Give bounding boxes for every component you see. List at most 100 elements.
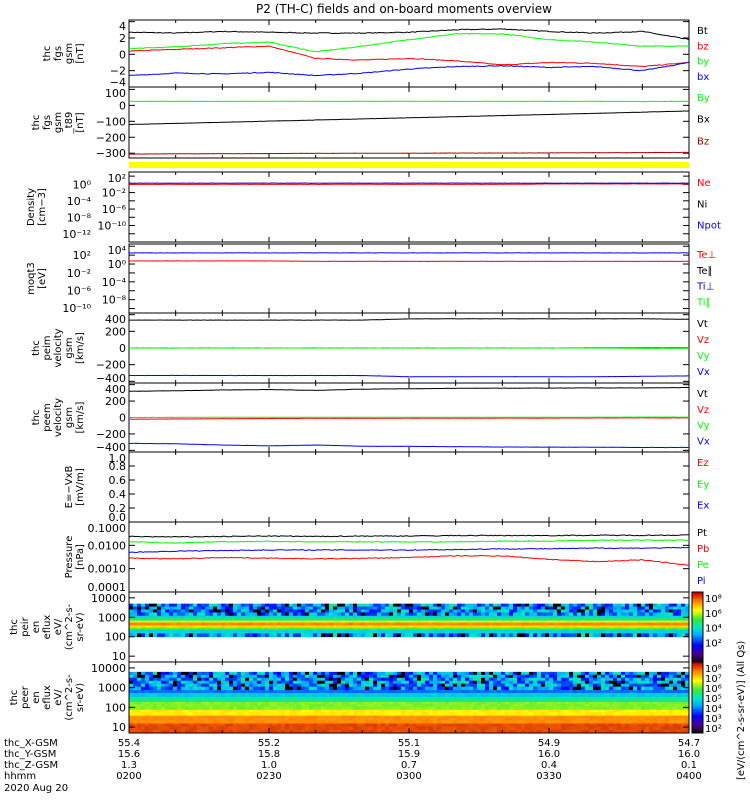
y-axis-label: thc [9, 619, 20, 635]
spectrogram-cell [441, 715, 446, 719]
spectrogram-cell [565, 717, 570, 721]
spectrogram-cell [389, 620, 394, 623]
spectrogram-cell [313, 683, 318, 688]
spectrogram-cell [209, 726, 214, 731]
spectrogram-cell [225, 612, 230, 616]
spectrogram-cell [153, 625, 158, 628]
spectrogram-cell [569, 620, 574, 623]
spectrogram-cell [429, 698, 434, 702]
spectrogram-cell [177, 632, 182, 638]
spectrogram-cell [565, 715, 570, 719]
spectrogram-cell [201, 609, 206, 613]
spectrogram-cell [265, 704, 270, 708]
colorbar-segment [692, 639, 703, 642]
spectrogram-cell [373, 696, 378, 700]
spectrogram-cell [589, 625, 594, 628]
spectrogram-cell [641, 625, 646, 628]
spectrogram-cell [433, 723, 438, 727]
spectrogram-cell [681, 726, 686, 731]
spectrogram-cell [465, 726, 470, 731]
spectrogram-cell [369, 729, 374, 734]
y-tick-label: 0.1000 [88, 522, 127, 535]
spectrogram-cell [165, 615, 170, 618]
spectrogram-cell [685, 712, 690, 716]
spectrogram-cell [233, 609, 238, 613]
series-line-Vy [129, 416, 689, 419]
spectrogram-cell [245, 723, 250, 727]
spectrogram-cell [609, 717, 614, 721]
spectrogram-cell [177, 677, 182, 682]
spectrogram-cell [321, 696, 326, 700]
spectrogram-cell [181, 620, 186, 623]
spectrogram-cell [557, 706, 562, 710]
spectrogram-cell [453, 606, 458, 610]
spectrogram-cell [205, 726, 210, 731]
spectrogram-cell [301, 717, 306, 721]
spectrogram-cell [585, 628, 590, 634]
spectrogram-cell [141, 689, 146, 693]
spectrogram-cell [425, 704, 430, 708]
spectrogram-cell [129, 677, 134, 682]
spectrogram-cell [173, 692, 178, 697]
spectrogram-cell [165, 627, 170, 630]
spectrogram-cell [437, 698, 442, 702]
spectrogram-cell [525, 680, 530, 685]
series-line-Ne [129, 183, 690, 186]
spectrogram-cell [341, 715, 346, 719]
spectrogram-cell [605, 704, 610, 708]
spectrogram-cell [393, 709, 398, 713]
y-tick-label: 10 [112, 650, 126, 663]
spectrogram-cell [501, 680, 506, 685]
spectrogram-cell [321, 709, 326, 713]
spectrogram-cell [481, 712, 486, 716]
spectrogram-cell [337, 606, 342, 610]
spectrogram-cell [373, 723, 378, 727]
spectrogram-cell [197, 674, 202, 679]
spectrogram-cell [265, 612, 270, 616]
spectrogram-cell [425, 606, 430, 610]
spectrogram-cell [177, 674, 182, 679]
spectrogram-cell [229, 701, 234, 705]
spectrogram-cell [581, 671, 586, 676]
legend-Npot: Npot [697, 221, 721, 232]
spectrogram-cell [381, 696, 386, 700]
spectrogram-cell [673, 717, 678, 721]
spectrogram-cell [429, 625, 434, 628]
spectrogram-cell [565, 622, 570, 626]
spectrogram-cell [513, 609, 518, 613]
spectrogram-cell [229, 706, 234, 710]
spectrogram-cell [337, 720, 342, 724]
spectrogram-cell [237, 612, 242, 616]
spectrogram-cell [257, 712, 262, 716]
spectrogram-cell [317, 715, 322, 719]
spectrogram-cell [361, 609, 366, 613]
spectrogram-cell [201, 723, 206, 727]
spectrogram-cell [169, 689, 174, 693]
spectrogram-cell [317, 717, 322, 721]
spectrogram-cell [445, 680, 450, 685]
spectrogram-cell [221, 632, 226, 638]
spectrogram-cell [301, 709, 306, 713]
spectrogram-cell [581, 706, 586, 710]
spectrogram-cell [409, 617, 414, 621]
spectrogram-cell [621, 612, 626, 616]
spectrogram-cell [561, 609, 566, 613]
spectrogram-cell [233, 677, 238, 682]
spectrogram-cell [301, 671, 306, 676]
spectrogram-cell [613, 704, 618, 708]
spectrogram-cell [601, 723, 606, 727]
spectrogram-cell [357, 671, 362, 676]
spectrogram-cell [537, 692, 542, 697]
spectrogram-cell [177, 609, 182, 613]
spectrogram-cell [657, 729, 662, 734]
spectrogram-cell [505, 701, 510, 705]
spectrogram-cell [453, 609, 458, 613]
spectrogram-cell [337, 617, 342, 621]
spectrogram-cell [445, 632, 450, 638]
spectrogram-cell [373, 615, 378, 618]
spectrogram-cell [357, 696, 362, 700]
spectrogram-cell [257, 680, 262, 685]
spectrogram-cell [417, 701, 422, 705]
spectrogram-cell [665, 723, 670, 727]
spectrogram-cell [413, 627, 418, 630]
